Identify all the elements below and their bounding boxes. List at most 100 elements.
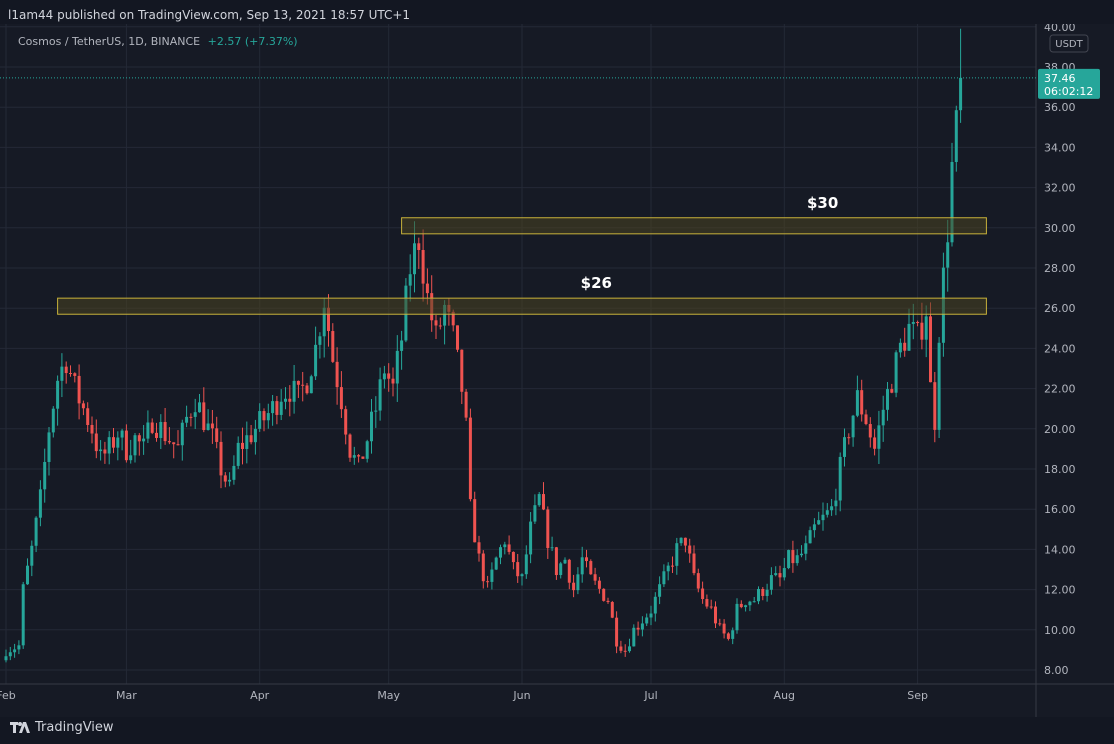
currency-label: USDT xyxy=(1055,39,1083,50)
candle-body xyxy=(503,544,507,548)
candle-body xyxy=(576,574,580,591)
candle-body xyxy=(69,373,72,375)
candle-body xyxy=(550,547,554,549)
candle-body xyxy=(868,424,872,438)
candle-body xyxy=(99,449,103,452)
candle-body xyxy=(73,373,77,376)
candle-body xyxy=(800,553,803,556)
candle-body xyxy=(185,416,189,423)
candle-body xyxy=(559,563,563,576)
candle-body xyxy=(877,425,881,449)
candle-body xyxy=(266,413,270,421)
candle-body xyxy=(546,509,550,548)
candle-body xyxy=(628,646,631,652)
candle-body xyxy=(537,494,541,506)
candle-body xyxy=(305,385,309,394)
candle-body xyxy=(460,349,464,392)
candle-body xyxy=(408,274,412,286)
candle-body xyxy=(129,455,133,461)
candle-body xyxy=(301,384,305,386)
candle-body xyxy=(688,545,692,554)
candle-body xyxy=(284,398,287,402)
candle-body xyxy=(112,437,115,448)
candle-body xyxy=(593,574,597,581)
candle-body xyxy=(585,557,588,562)
candle-body xyxy=(137,435,141,442)
candle-body xyxy=(124,430,128,461)
candle-body xyxy=(705,599,709,607)
symbol-title: Cosmos / TetherUS, 1D, BINANCE xyxy=(18,35,201,48)
candle-body xyxy=(701,588,705,600)
candle-body xyxy=(202,402,206,430)
candle-body xyxy=(658,584,662,597)
candle-body xyxy=(258,411,262,429)
candle-body xyxy=(787,550,791,569)
candle-body xyxy=(146,422,150,439)
candle-body xyxy=(778,573,782,578)
chart-background xyxy=(0,24,1114,717)
footer-bar: TradingView xyxy=(0,717,1114,744)
candle-body xyxy=(903,342,907,351)
candle-body xyxy=(873,437,877,449)
candle-body xyxy=(830,506,834,511)
candle-body xyxy=(21,584,25,646)
candle-body xyxy=(494,557,498,570)
candle-body xyxy=(417,243,421,251)
candle-body xyxy=(946,242,950,268)
candle-body xyxy=(219,441,223,476)
price-zones: $30 $26 xyxy=(57,194,987,315)
candle-body xyxy=(331,331,335,362)
candle-body xyxy=(533,505,537,522)
publisher-credit: l1am44 published on TradingView.com, Sep… xyxy=(8,8,411,22)
candle-body xyxy=(666,565,670,572)
candle-body xyxy=(116,437,120,448)
candle-body xyxy=(929,316,932,383)
candle-body xyxy=(236,442,240,466)
candle-body xyxy=(864,414,868,425)
candle-body xyxy=(511,551,515,563)
x-tick-label: Feb xyxy=(0,689,16,702)
candle-body xyxy=(253,428,257,443)
candle-body xyxy=(748,601,752,606)
y-tick-label: 28.00 xyxy=(1044,262,1076,275)
candle-body xyxy=(60,366,64,381)
candle-body xyxy=(653,596,657,614)
candle-body xyxy=(51,408,55,433)
candle-body xyxy=(378,379,382,411)
candle-body xyxy=(529,521,533,555)
symbol-legend[interactable]: Cosmos / TetherUS, 1D, BINANCE +2.57 (+7… xyxy=(18,35,298,48)
candle-body xyxy=(524,554,528,575)
candle-body xyxy=(933,382,937,430)
candle-body xyxy=(107,437,111,454)
candle-body xyxy=(443,304,447,326)
chart-panel[interactable]: $30 $26 8.00 10.00 12.00 14.00 16.00 18.00 20.0… xyxy=(0,24,1114,717)
price-chart[interactable]: $30 $26 8.00 10.00 12.00 14.00 16.00 18.00 20.0… xyxy=(0,24,1114,717)
candle-body xyxy=(163,422,167,442)
candle-body xyxy=(56,380,60,409)
candle-body xyxy=(937,342,941,430)
candle-body xyxy=(911,322,915,324)
candle-body xyxy=(275,401,279,415)
candle-body xyxy=(344,409,348,435)
candle-body xyxy=(640,623,644,630)
tradingview-brand[interactable]: TradingView xyxy=(10,720,114,735)
candle-body xyxy=(249,435,253,443)
candle-body xyxy=(142,438,146,442)
candle-body xyxy=(413,243,416,275)
candle-body xyxy=(490,569,494,582)
candle-body xyxy=(77,375,81,404)
candle-body xyxy=(241,442,244,449)
candle-body xyxy=(907,323,911,351)
candle-body xyxy=(8,652,12,657)
candle-body xyxy=(679,537,683,544)
candle-body xyxy=(370,411,373,442)
y-tick-label: 18.00 xyxy=(1044,463,1076,476)
candle-body xyxy=(391,378,395,384)
y-tick-label: 40.00 xyxy=(1044,24,1076,34)
candle-body xyxy=(473,499,477,543)
candle-body xyxy=(159,422,163,438)
candle-body xyxy=(361,456,365,459)
candle-body xyxy=(90,424,94,434)
candle-body xyxy=(279,401,283,415)
y-tick-label: 30.00 xyxy=(1044,222,1076,235)
